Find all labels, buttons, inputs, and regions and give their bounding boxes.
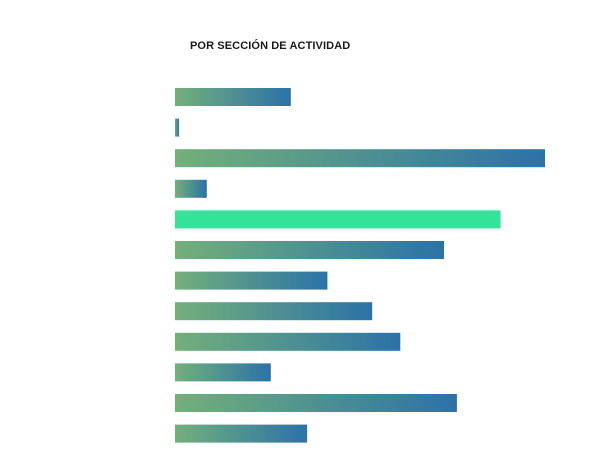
bar xyxy=(175,394,457,412)
bar xyxy=(175,424,308,443)
bar xyxy=(175,332,401,351)
bar xyxy=(175,271,328,290)
bars-group xyxy=(175,88,545,443)
bar xyxy=(175,118,180,137)
bar xyxy=(175,179,207,198)
bar xyxy=(175,302,373,321)
bar-highlighted xyxy=(175,210,501,229)
chart-title: POR SECCIÓN DE ACTIVIDAD xyxy=(190,40,351,52)
bar xyxy=(175,88,291,106)
bar xyxy=(175,149,545,168)
bar xyxy=(175,363,271,382)
bar xyxy=(175,241,444,259)
